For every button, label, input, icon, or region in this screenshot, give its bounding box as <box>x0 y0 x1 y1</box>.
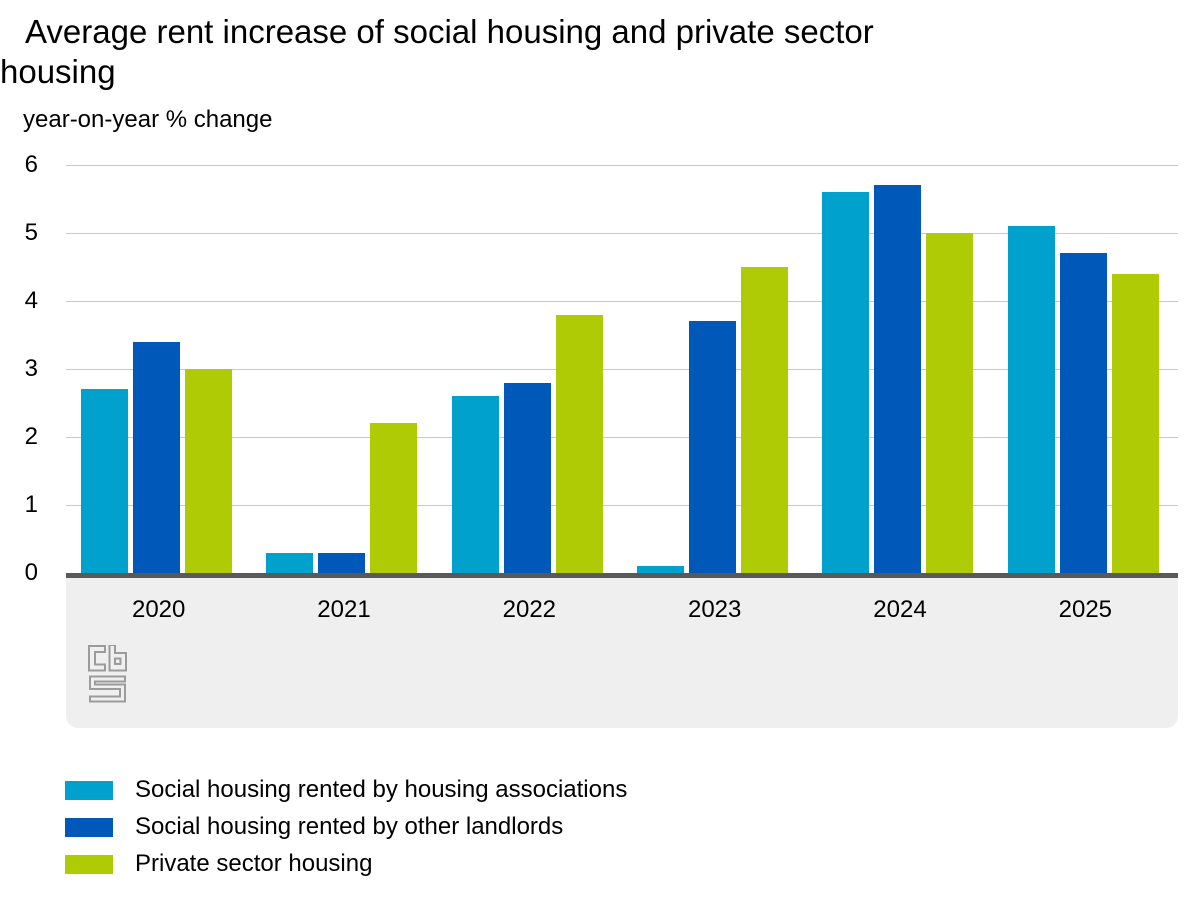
bar-social-housing-rented-by-housing-associations-2023 <box>637 566 684 573</box>
bar-social-housing-rented-by-other-landlords-2022 <box>503 382 551 573</box>
x-tick-label-2024: 2024 <box>873 596 927 623</box>
gridline-y-4 <box>66 301 1178 302</box>
bar-social-housing-rented-by-housing-associations-2025 <box>1007 226 1055 573</box>
bar-private-sector-housing-2023 <box>741 267 788 573</box>
x-tick-label-2023: 2023 <box>687 596 742 623</box>
chart-subtitle: year-on-year % change <box>23 106 273 133</box>
y-tick-label-4: 4 <box>24 287 38 314</box>
legend-swatch-social-housing-rented-by-other-landlords <box>65 817 113 837</box>
x-axis-line <box>66 573 1178 578</box>
legend-swatch-private-sector-housing <box>65 854 113 874</box>
bar-social-housing-rented-by-other-landlords-2023 <box>689 321 736 573</box>
gridline-y-5 <box>66 233 1178 234</box>
cbs-logo-letter-c <box>88 645 106 672</box>
cbs-logo-letter-b <box>108 645 127 672</box>
bar-private-sector-housing-2024 <box>926 233 974 573</box>
legend-item-social-housing-rented-by-housing-associations[interactable]: Social housing rented by housing associa… <box>65 776 627 804</box>
legend-swatch-social-housing-rented-by-housing-associations <box>65 780 113 800</box>
bar-social-housing-rented-by-housing-associations-2024 <box>822 192 870 573</box>
gridline-y-2 <box>66 437 1178 438</box>
bar-social-housing-rented-by-other-landlords-2021 <box>318 552 366 573</box>
y-tick-label-2: 2 <box>24 423 38 450</box>
bar-private-sector-housing-2021 <box>370 423 418 573</box>
bar-private-sector-housing-2025 <box>1111 273 1159 573</box>
legend-item-social-housing-rented-by-other-landlords[interactable]: Social housing rented by other landlords <box>65 813 563 841</box>
bar-social-housing-rented-by-other-landlords-2020 <box>133 341 180 573</box>
legend: Social housing rented by housing associa… <box>0 770 1200 890</box>
x-axis-panel <box>66 578 1178 728</box>
bar-social-housing-rented-by-housing-associations-2020 <box>81 389 128 573</box>
x-tick-label-2021: 2021 <box>317 596 371 623</box>
gridline-y-3 <box>66 369 1178 370</box>
x-tick-label-2025: 2025 <box>1058 596 1113 623</box>
cbs-logo-letter-s <box>89 675 126 703</box>
legend-item-private-sector-housing[interactable]: Private sector housing <box>65 850 372 878</box>
bar-private-sector-housing-2020 <box>185 369 232 573</box>
bar-social-housing-rented-by-housing-associations-2021 <box>266 552 314 573</box>
bar-social-housing-rented-by-other-landlords-2025 <box>1059 253 1107 573</box>
y-tick-label-3: 3 <box>24 355 38 382</box>
cbs-logo <box>88 645 127 703</box>
bar-social-housing-rented-by-housing-associations-2022 <box>451 396 499 573</box>
chart-title: Average rent increase of social housing … <box>0 13 874 90</box>
legend-label-social-housing-rented-by-housing-associations: Social housing rented by housing associa… <box>135 776 628 803</box>
cbs-logo-letter-b-counter <box>114 657 122 665</box>
bar-social-housing-rented-by-other-landlords-2024 <box>874 185 922 573</box>
x-tick-label-2022: 2022 <box>502 596 557 623</box>
legend-label-social-housing-rented-by-other-landlords: Social housing rented by other landlords <box>135 813 564 840</box>
legend-label-private-sector-housing: Private sector housing <box>135 850 373 877</box>
y-tick-label-6: 6 <box>24 151 38 178</box>
gridline-y-1 <box>66 505 1178 506</box>
plot-area <box>66 165 1178 573</box>
x-tick-label-2020: 2020 <box>131 596 186 623</box>
y-tick-label-5: 5 <box>24 219 38 246</box>
y-tick-label-0: 0 <box>24 559 38 586</box>
y-tick-label-1: 1 <box>24 491 38 518</box>
gridline-y-6 <box>66 165 1178 166</box>
bar-private-sector-housing-2022 <box>555 314 603 573</box>
